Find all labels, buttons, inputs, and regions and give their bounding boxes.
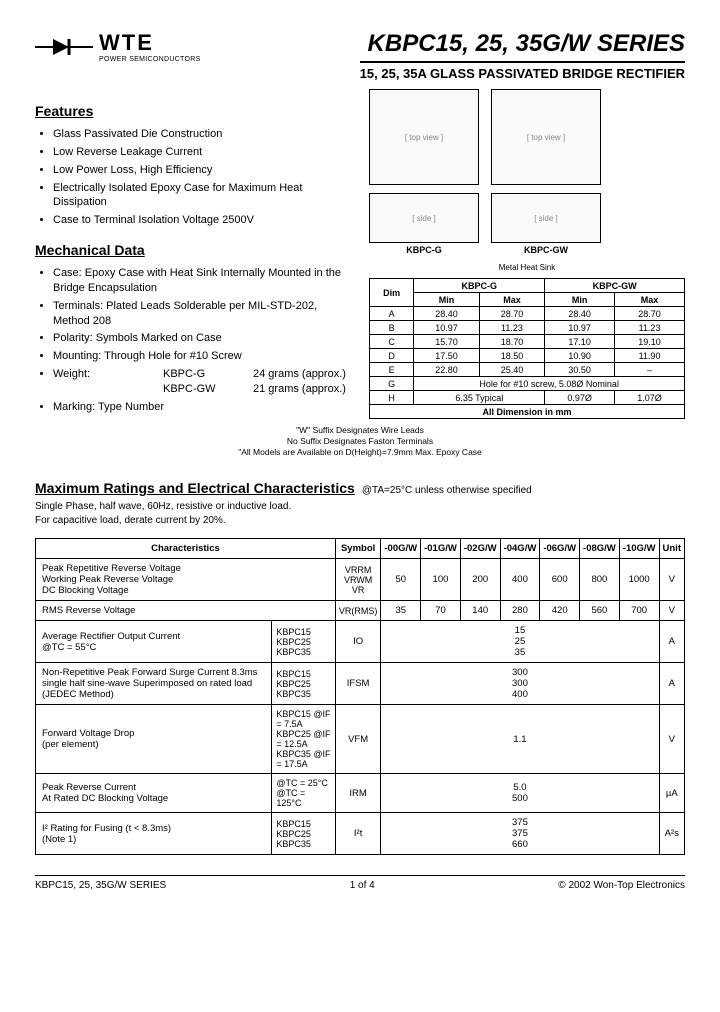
characteristics-table: Characteristics Symbol -00G/W-01G/W-02G/… bbox=[35, 538, 685, 855]
footer-page: 1 of 4 bbox=[350, 880, 375, 891]
max-cond: @TA=25°C unless otherwise specified bbox=[362, 485, 532, 496]
features-list: Glass Passivated Die Construction Low Re… bbox=[35, 127, 351, 228]
diode-icon bbox=[35, 36, 93, 58]
title-block: KBPC15, 25, 35G/W SERIES 15, 25, 35A GLA… bbox=[360, 30, 685, 81]
list-item: Terminals: Plated Leads Solderable per M… bbox=[53, 299, 351, 329]
list-item: Low Reverse Leakage Current bbox=[53, 145, 351, 160]
logo-sub: POWER SEMICONDUCTORS bbox=[99, 56, 201, 63]
list-item: Mounting: Through Hole for #10 Screw bbox=[53, 349, 351, 364]
header: WTE POWER SEMICONDUCTORS KBPC15, 25, 35G… bbox=[35, 30, 685, 81]
diag-label: KBPC-GW bbox=[524, 245, 568, 255]
max-sub: Single Phase, half wave, 60Hz, resistive… bbox=[35, 500, 685, 528]
weight-val: 24 grams (approx.) bbox=[253, 367, 346, 382]
list-item: Electrically Isolated Epoxy Case for Max… bbox=[53, 181, 351, 211]
weight-label: Weight: bbox=[53, 367, 163, 382]
diag-label: KBPC-G bbox=[406, 245, 442, 255]
dimension-table: DimKBPC-GKBPC-GW MinMaxMinMax A28.4028.7… bbox=[369, 278, 685, 419]
weight-model: KBPC-GW bbox=[163, 382, 253, 397]
footer-left: KBPC15, 25, 35G/W SERIES bbox=[35, 880, 166, 891]
package-diagram-side: [ side ]KBPC-G [ side ]KBPC-GW bbox=[369, 193, 685, 255]
footer-copyright: © 2002 Won-Top Electronics bbox=[558, 880, 685, 891]
max-heading: Maximum Ratings and Electrical Character… bbox=[35, 480, 355, 496]
weight-model: KBPC-G bbox=[163, 367, 253, 382]
list-item: Low Power Loss, High Efficiency bbox=[53, 163, 351, 178]
list-item: Weight:KBPC-G24 grams (approx.) KBPC-GW2… bbox=[53, 367, 351, 397]
mech-heading: Mechanical Data bbox=[35, 242, 351, 258]
package-diagram-top: [ top view ] [ top view ] bbox=[369, 89, 685, 185]
list-item: Case to Terminal Isolation Voltage 2500V bbox=[53, 213, 351, 228]
logo-name: WTE bbox=[99, 30, 201, 56]
list-item: Polarity: Symbols Marked on Case bbox=[53, 331, 351, 346]
main-title: KBPC15, 25, 35G/W SERIES bbox=[360, 30, 685, 58]
heat-sink-label: Metal Heat Sink bbox=[369, 263, 685, 272]
features-heading: Features bbox=[35, 103, 351, 119]
sub-title: 15, 25, 35A GLASS PASSIVATED BRIDGE RECT… bbox=[360, 61, 685, 81]
list-item: Glass Passivated Die Construction bbox=[53, 127, 351, 142]
logo-block: WTE POWER SEMICONDUCTORS bbox=[35, 30, 201, 63]
page-footer: KBPC15, 25, 35G/W SERIES 1 of 4 © 2002 W… bbox=[35, 875, 685, 891]
list-item: Case: Epoxy Case with Heat Sink Internal… bbox=[53, 266, 351, 296]
diagram-notes: "W" Suffix Designates Wire Leads No Suff… bbox=[35, 425, 685, 458]
weight-val: 21 grams (approx.) bbox=[253, 382, 346, 397]
mech-list: Case: Epoxy Case with Heat Sink Internal… bbox=[35, 266, 351, 415]
list-item: Marking: Type Number bbox=[53, 400, 351, 415]
